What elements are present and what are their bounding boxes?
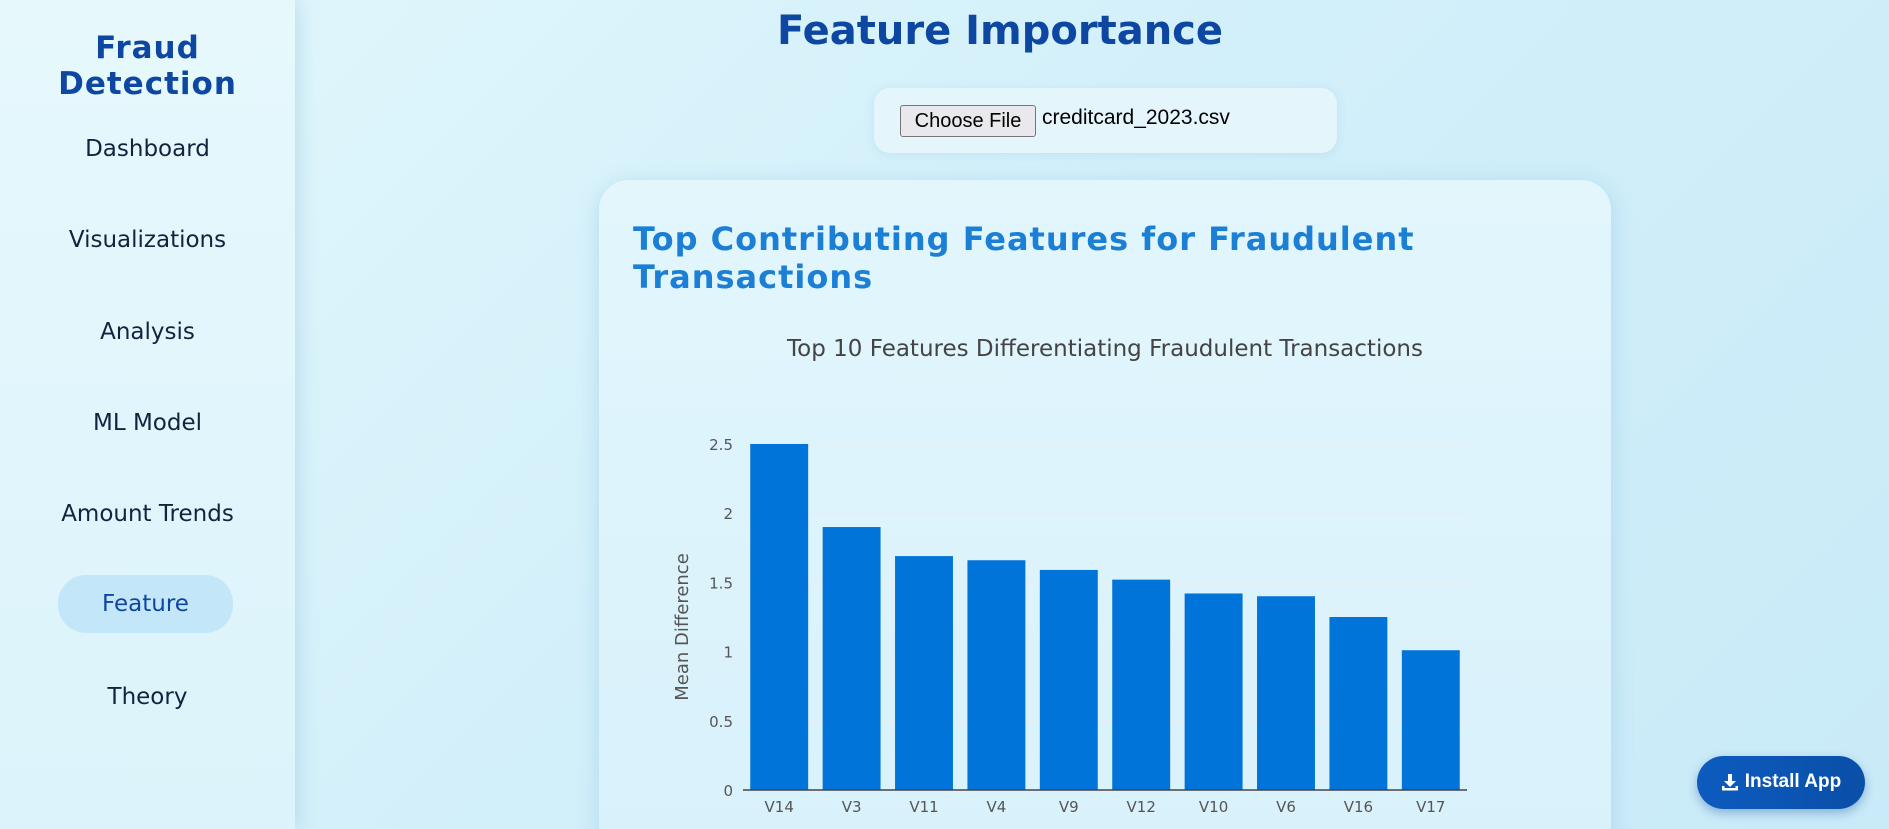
sidebar-item-analysis[interactable]: Analysis [100, 319, 195, 345]
install-app-label: Install App [1744, 771, 1842, 793]
choose-file-button[interactable]: Choose File [900, 105, 1036, 137]
y-tick-label: 1 [723, 644, 733, 662]
bar-v16[interactable] [1329, 617, 1388, 790]
x-tick-label: V10 [1199, 798, 1228, 816]
download-icon [1721, 774, 1738, 791]
bar-v11[interactable] [895, 556, 953, 790]
x-tick-label: V3 [842, 798, 862, 816]
bar-v14[interactable] [750, 444, 809, 790]
y-tick-label: 0.5 [709, 713, 733, 731]
x-tick-label: V17 [1416, 798, 1445, 816]
x-tick-label: V6 [1276, 798, 1296, 816]
bar-v9[interactable] [1039, 569, 1098, 790]
sidebar-item-amount-trends[interactable]: Amount Trends [61, 501, 234, 527]
sidebar-item-visualizations[interactable]: Visualizations [68, 227, 227, 253]
x-tick-label: V14 [765, 798, 794, 816]
install-app-button[interactable]: Install App [1697, 756, 1865, 809]
y-axis-label: Mean Difference [672, 553, 693, 701]
brand-title: Fraud Detection [58, 30, 237, 102]
feature-card: Top Contributing Features for Fraudulent… [599, 180, 1611, 829]
sidebar: Fraud Detection Dashboard Visualizations… [0, 0, 295, 829]
x-tick-label: V9 [1059, 798, 1079, 816]
x-tick-label: V12 [1127, 798, 1156, 816]
y-tick-label: 2.5 [709, 436, 733, 454]
sidebar-item-feature[interactable]: Feature [58, 575, 233, 633]
page-title-text: Feature Importance [776, 8, 1224, 54]
selected-file-name: creditcard_2023.csv [1042, 106, 1230, 129]
bar-v10[interactable] [1184, 593, 1243, 790]
x-tick-label: V16 [1344, 798, 1373, 816]
x-tick-label: V11 [909, 798, 938, 816]
y-tick-label: 2 [723, 505, 733, 523]
bar-v3[interactable] [822, 527, 881, 790]
bar-v12[interactable] [1112, 579, 1171, 790]
sidebar-item-ml-model[interactable]: ML Model [92, 410, 203, 436]
file-upload: Choose File creditcard_2023.csv [874, 88, 1337, 153]
page-title: Feature Importance [295, 8, 1889, 54]
card-title: Top Contributing Features for Fraudulent… [633, 220, 1415, 296]
y-tick-label: 0 [723, 782, 733, 800]
sidebar-item-dashboard[interactable]: Dashboard [85, 136, 210, 162]
x-tick-label: V4 [986, 798, 1006, 816]
feature-bar-chart: 0 0.5 1 1.5 2 2.5 V14 V3 V11 V4 V9 V12 V10 V6 V16 V17 Me… [672, 436, 1467, 816]
bar-v17[interactable] [1401, 650, 1460, 790]
y-tick-label: 1.5 [709, 574, 733, 592]
chart-title: Top 10 Features Differentiating Fraudule… [787, 336, 1423, 362]
sidebar-item-theory[interactable]: Theory [107, 684, 188, 710]
bar-v4[interactable] [967, 560, 1026, 790]
bar-v6[interactable] [1257, 596, 1315, 790]
